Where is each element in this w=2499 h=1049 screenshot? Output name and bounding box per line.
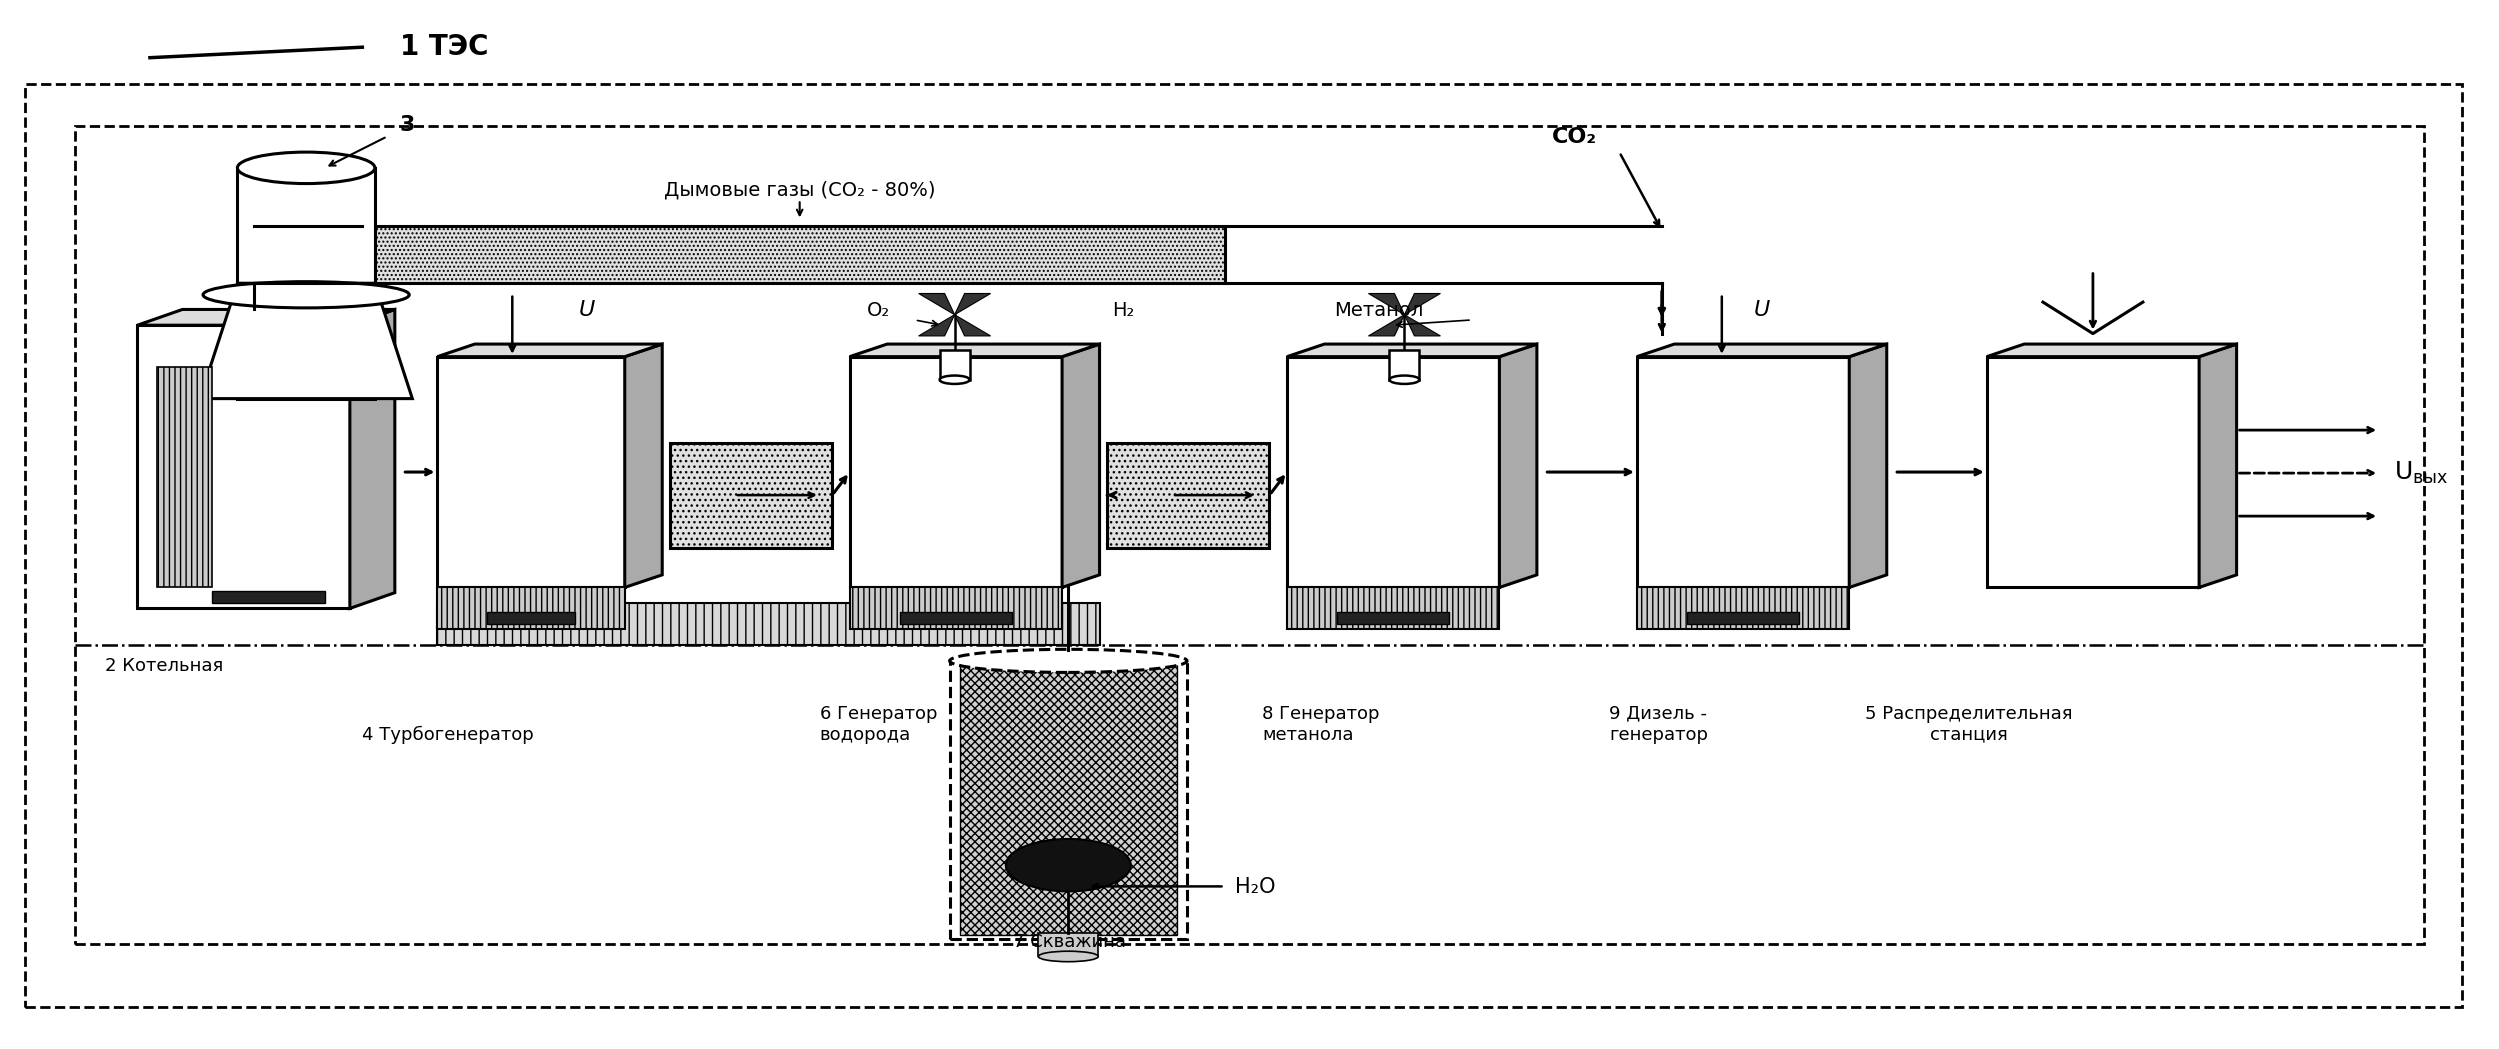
Ellipse shape xyxy=(1040,951,1100,962)
Polygon shape xyxy=(1637,344,1887,357)
Polygon shape xyxy=(1637,357,1849,587)
Ellipse shape xyxy=(202,282,410,308)
Bar xyxy=(960,665,1177,935)
Polygon shape xyxy=(200,283,412,399)
Text: 1 ТЭС: 1 ТЭС xyxy=(400,34,487,61)
Text: CO₂: CO₂ xyxy=(1552,127,1597,147)
Polygon shape xyxy=(850,344,1100,357)
Polygon shape xyxy=(1499,344,1537,587)
Text: H₂O: H₂O xyxy=(1235,877,1274,897)
Polygon shape xyxy=(955,294,990,315)
Bar xyxy=(850,587,1062,629)
Bar xyxy=(212,591,325,603)
Polygon shape xyxy=(920,294,955,315)
Text: Метанол: Метанол xyxy=(1334,301,1424,320)
Polygon shape xyxy=(437,357,625,587)
Polygon shape xyxy=(1987,344,2237,357)
Text: 2 Котельная: 2 Котельная xyxy=(105,658,222,676)
Text: H₂: H₂ xyxy=(1112,301,1135,320)
Bar xyxy=(237,168,375,399)
Bar xyxy=(1040,934,1100,957)
Text: Дымовые газы (CO₂ - 80%): Дымовые газы (CO₂ - 80%) xyxy=(665,180,935,199)
Text: 9 Дизель -
генератор: 9 Дизель - генератор xyxy=(1609,705,1709,744)
Polygon shape xyxy=(137,309,395,325)
Text: U: U xyxy=(1754,300,1769,320)
Bar xyxy=(1389,350,1419,380)
Polygon shape xyxy=(437,344,662,357)
Text: U: U xyxy=(580,300,595,320)
Polygon shape xyxy=(1369,294,1404,315)
Bar xyxy=(362,226,1225,283)
Ellipse shape xyxy=(237,152,375,184)
Text: 7 Скважина: 7 Скважина xyxy=(1012,934,1127,951)
Bar xyxy=(900,612,1012,624)
Text: 5 Распределительная
станция: 5 Распределительная станция xyxy=(1864,705,2074,744)
Text: U$_{\mathregular{вых}}$: U$_{\mathregular{вых}}$ xyxy=(2394,461,2449,486)
Polygon shape xyxy=(1369,315,1404,336)
Polygon shape xyxy=(955,315,990,336)
Text: 6 Генератор
водорода: 6 Генератор водорода xyxy=(820,705,937,744)
Polygon shape xyxy=(1849,344,1887,587)
Bar xyxy=(75,126,2424,944)
Polygon shape xyxy=(850,357,1062,587)
Text: 3: 3 xyxy=(400,115,415,135)
Ellipse shape xyxy=(1389,376,1419,384)
Bar xyxy=(1287,587,1499,629)
Ellipse shape xyxy=(950,649,1187,672)
Polygon shape xyxy=(1987,357,2199,587)
Bar xyxy=(670,443,832,548)
Bar xyxy=(437,587,625,629)
Text: O₂: O₂ xyxy=(867,301,890,320)
Polygon shape xyxy=(350,309,395,608)
Bar xyxy=(437,603,1100,645)
Circle shape xyxy=(1005,839,1130,892)
Polygon shape xyxy=(1404,294,1439,315)
Polygon shape xyxy=(2199,344,2237,587)
Bar xyxy=(950,661,1187,939)
Bar xyxy=(940,350,970,380)
Bar xyxy=(1337,612,1449,624)
Polygon shape xyxy=(920,315,955,336)
Ellipse shape xyxy=(940,376,970,384)
Bar xyxy=(25,84,2462,1007)
Polygon shape xyxy=(1287,357,1499,587)
Polygon shape xyxy=(1287,344,1537,357)
Text: 8 Генератор
метанола: 8 Генератор метанола xyxy=(1262,705,1379,744)
Polygon shape xyxy=(625,344,662,587)
Bar xyxy=(1687,612,1799,624)
Bar xyxy=(157,367,212,587)
Text: 4 Турбогенератор: 4 Турбогенератор xyxy=(362,725,535,744)
Polygon shape xyxy=(1404,315,1439,336)
Bar xyxy=(1107,443,1269,548)
Polygon shape xyxy=(1062,344,1100,587)
Bar xyxy=(1637,587,1849,629)
Polygon shape xyxy=(137,325,350,608)
Bar xyxy=(487,612,575,624)
